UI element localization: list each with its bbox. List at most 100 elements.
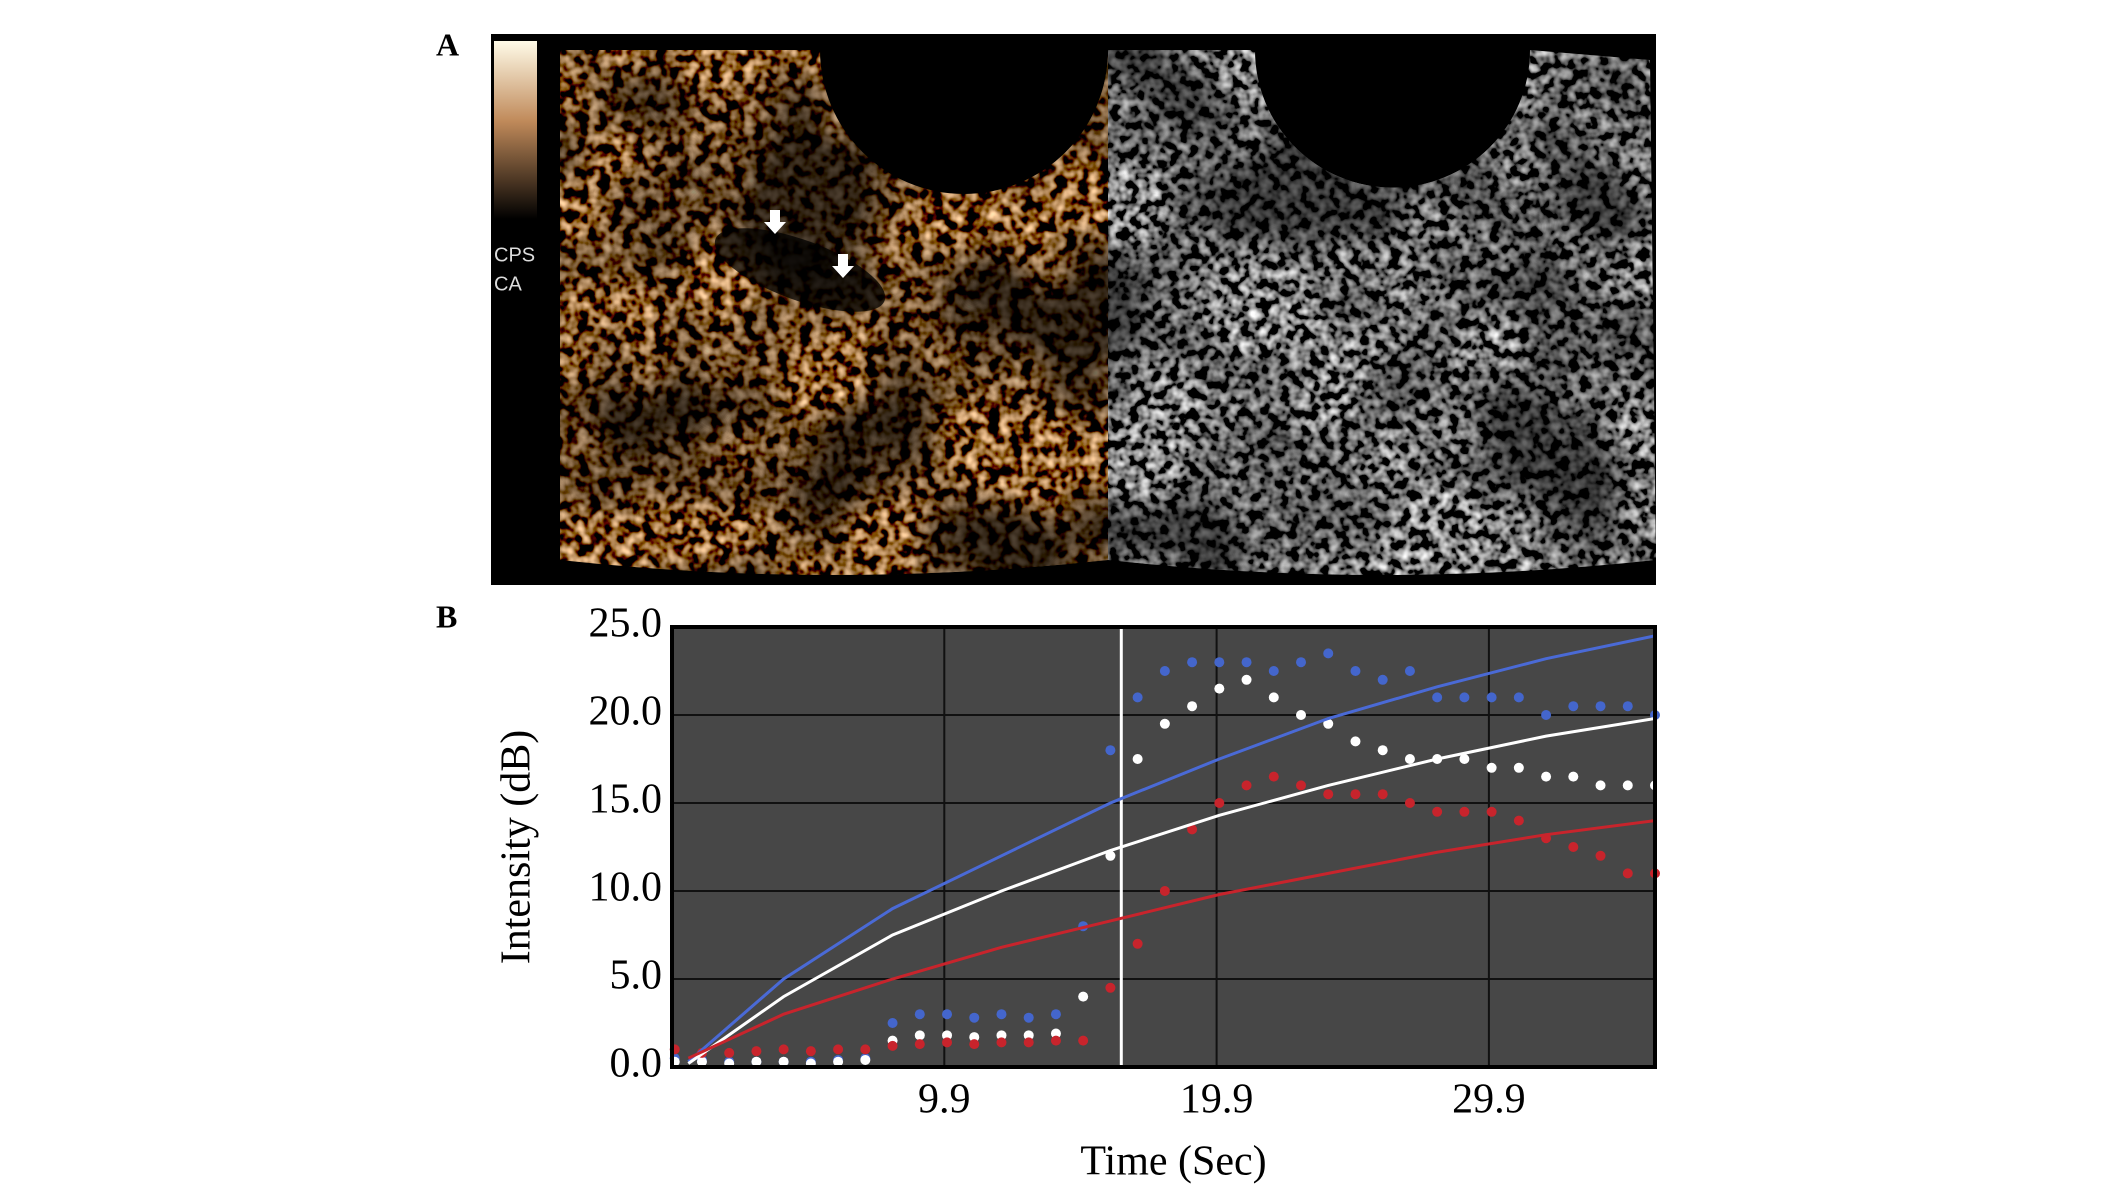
fit-curve xyxy=(687,634,1656,1063)
data-point xyxy=(1513,692,1524,703)
chart: 0.0 5.0 10.0 15.0 20.0 25.0 9.9 19.9 29.9 Time (S… xyxy=(494,601,1660,1185)
data-point xyxy=(1432,806,1443,817)
data-point xyxy=(942,1030,953,1041)
data-point xyxy=(1296,710,1307,720)
data-point xyxy=(969,1039,980,1050)
overlay-text: CA xyxy=(494,273,522,295)
data-point xyxy=(942,1009,953,1020)
data-point xyxy=(1541,771,1552,782)
data-point xyxy=(1350,789,1361,800)
data-point xyxy=(1105,982,1116,993)
data-point xyxy=(1296,657,1307,668)
data-point xyxy=(1023,1030,1034,1041)
fit-curve xyxy=(687,819,1656,1060)
data-point xyxy=(969,1032,980,1043)
data-point xyxy=(1404,798,1415,808)
data-point xyxy=(1268,771,1279,782)
data-point xyxy=(724,1047,735,1058)
data-point xyxy=(1105,850,1116,861)
data-point xyxy=(1323,648,1334,659)
color-bar xyxy=(494,41,537,219)
data-point xyxy=(1377,674,1388,685)
data-point xyxy=(1132,754,1143,764)
data-point xyxy=(1513,815,1524,826)
data-point xyxy=(1159,718,1170,729)
data-point xyxy=(805,1046,816,1057)
arrow xyxy=(764,210,786,234)
data-point xyxy=(1404,754,1415,764)
data-point xyxy=(1541,710,1552,720)
data-point xyxy=(1622,701,1633,712)
data-point xyxy=(996,1030,1007,1041)
y-tick-label: 25.0 xyxy=(589,601,663,647)
fit-curve xyxy=(687,717,1656,1065)
data-point xyxy=(1513,762,1524,773)
data-point xyxy=(1187,824,1198,835)
data-point xyxy=(1595,780,1606,791)
data-point xyxy=(860,1054,871,1065)
data-point xyxy=(696,1056,707,1067)
data-point xyxy=(1595,701,1606,712)
y-tick-label: 10.0 xyxy=(589,865,663,911)
data-point xyxy=(1486,806,1497,817)
data-point xyxy=(1023,1037,1034,1048)
data-point xyxy=(1187,701,1198,712)
data-point xyxy=(996,1009,1007,1020)
data-point xyxy=(1241,674,1252,685)
data-point xyxy=(1214,798,1225,808)
data-point xyxy=(751,1046,762,1057)
data-point xyxy=(1486,762,1497,773)
x-axis-title: Time (Sec) xyxy=(1080,1139,1266,1185)
data-point xyxy=(1241,657,1252,668)
data-point xyxy=(1622,868,1633,879)
data-point xyxy=(1377,789,1388,800)
x-tick-label: 29.9 xyxy=(1452,1077,1526,1123)
plot-border xyxy=(670,625,1657,1069)
x-tick-label: 9.9 xyxy=(918,1077,971,1123)
data-point xyxy=(1187,657,1198,668)
data-point xyxy=(887,1018,898,1028)
panel-label: B xyxy=(436,598,457,634)
y-tick-label: 20.0 xyxy=(589,689,663,735)
data-point xyxy=(1268,666,1279,676)
ultrasound-image: CPS CA xyxy=(491,34,1656,585)
data-point xyxy=(1078,991,1089,1002)
panel-label: A xyxy=(436,26,459,62)
data-point xyxy=(1159,886,1170,896)
data-point xyxy=(1459,806,1470,817)
y-tick-label: 5.0 xyxy=(610,953,663,999)
plot-background xyxy=(672,627,1655,1067)
data-point xyxy=(751,1056,762,1067)
data-point xyxy=(860,1044,871,1055)
data-point xyxy=(1159,666,1170,676)
data-point xyxy=(778,1056,789,1067)
data-point xyxy=(969,1012,980,1023)
data-point xyxy=(1459,692,1470,703)
data-point xyxy=(1323,789,1334,800)
data-point xyxy=(942,1037,953,1048)
data-point xyxy=(1350,666,1361,676)
data-point xyxy=(914,1039,925,1050)
data-point xyxy=(1050,1035,1061,1046)
data-point xyxy=(778,1044,789,1055)
data-point xyxy=(1459,754,1470,764)
data-point xyxy=(914,1009,925,1020)
data-point xyxy=(914,1030,925,1041)
data-point xyxy=(1622,780,1633,791)
overlay-text: CPS xyxy=(494,244,535,266)
data-point xyxy=(833,1056,844,1067)
data-point xyxy=(1377,745,1388,756)
data-point xyxy=(1486,692,1497,703)
data-point xyxy=(1404,666,1415,676)
data-point xyxy=(1296,780,1307,791)
data-point xyxy=(1568,771,1579,782)
y-tick-label: 15.0 xyxy=(589,777,663,823)
data-point xyxy=(1568,701,1579,712)
data-point xyxy=(1050,1028,1061,1039)
y-axis-title: Intensity (dB) xyxy=(494,730,540,964)
data-point xyxy=(1323,718,1334,729)
data-point xyxy=(1078,1035,1089,1046)
data-point xyxy=(833,1044,844,1055)
